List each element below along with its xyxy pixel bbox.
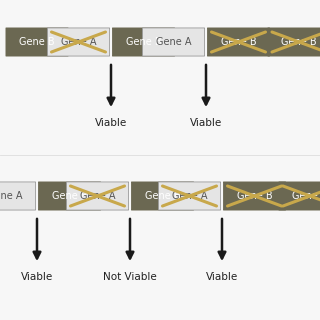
FancyBboxPatch shape <box>223 182 285 210</box>
FancyBboxPatch shape <box>132 182 194 210</box>
FancyBboxPatch shape <box>0 182 36 210</box>
Text: Gene B: Gene B <box>19 37 55 47</box>
Text: Gene A: Gene A <box>61 37 96 47</box>
Text: Viable: Viable <box>21 272 53 282</box>
Text: Gene B: Gene B <box>126 37 161 47</box>
Text: Gene A: Gene A <box>156 37 191 47</box>
FancyBboxPatch shape <box>207 28 269 56</box>
Text: Gene A: Gene A <box>80 191 115 201</box>
Text: Gene B: Gene B <box>281 37 317 47</box>
FancyBboxPatch shape <box>38 182 100 210</box>
Text: Gene A: Gene A <box>0 191 22 201</box>
Text: Viable: Viable <box>95 118 127 128</box>
FancyBboxPatch shape <box>112 28 174 56</box>
Text: Not Viable: Not Viable <box>103 272 157 282</box>
FancyBboxPatch shape <box>47 28 109 56</box>
FancyBboxPatch shape <box>268 28 320 56</box>
FancyBboxPatch shape <box>158 182 220 210</box>
FancyBboxPatch shape <box>67 182 129 210</box>
FancyBboxPatch shape <box>142 28 204 56</box>
Text: Gene B: Gene B <box>292 191 320 201</box>
Text: Gene B: Gene B <box>145 191 180 201</box>
FancyBboxPatch shape <box>6 28 68 56</box>
Text: Gene B: Gene B <box>221 37 256 47</box>
Text: Gene B: Gene B <box>237 191 272 201</box>
Text: Gene B: Gene B <box>52 191 87 201</box>
Text: Gene A: Gene A <box>172 191 207 201</box>
Text: Viable: Viable <box>206 272 238 282</box>
FancyBboxPatch shape <box>279 182 320 210</box>
Text: Viable: Viable <box>190 118 222 128</box>
